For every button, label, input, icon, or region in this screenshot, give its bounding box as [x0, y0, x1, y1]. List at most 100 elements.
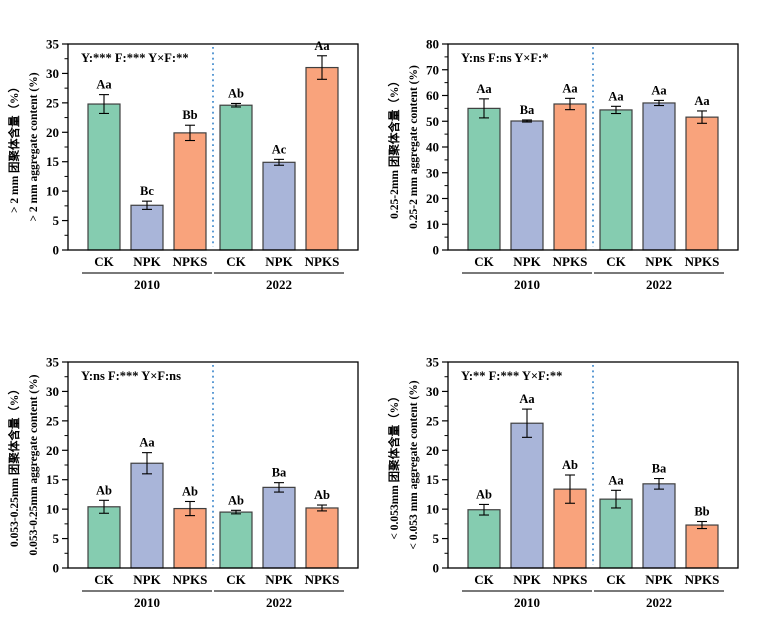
x-category-label: NPKS: [305, 254, 340, 269]
x-category-label: NPK: [645, 254, 673, 269]
bar-NPK-2022: [262, 486, 296, 569]
x-category-label: NPK: [645, 572, 673, 587]
x-category-label: NPKS: [305, 572, 340, 587]
y-axis-label-zh: 0.25-2mm 团聚体含量（%）: [387, 75, 401, 219]
bar-NPK-2022: [642, 483, 676, 569]
anova-annotation: Y:ns F:*** Y×F:ns: [81, 369, 181, 383]
significance-letter: Aa: [651, 83, 667, 97]
bar-NPK-2010: [130, 462, 164, 569]
y-axis-label-en: > 2 mm aggregate content (%): [28, 72, 40, 221]
bar-NPKS-2010: [173, 132, 207, 251]
panel-gt2mm-plot: 0 5 10 15 20 25 30 35 Aa CK Bc NPK Bb NPKS 2010 Ab CK Ac N…: [7, 37, 359, 292]
bar-NPK-2010: [510, 120, 544, 251]
bar-NPKS-2010: [553, 103, 587, 251]
group-year-label: 2010: [134, 595, 160, 610]
plot-frame: [447, 361, 739, 569]
y-tick-label: 25: [426, 413, 440, 428]
bar-NPKS-2022: [685, 116, 719, 251]
x-category-label: NPKS: [553, 572, 588, 587]
significance-letter: Aa: [694, 94, 710, 108]
bar-NPKS-2022: [305, 507, 339, 569]
x-category-label: CK: [94, 572, 114, 587]
y-axis-label-zh: < 0.053mm 团聚体含量（%）: [387, 390, 401, 539]
significance-letter: Aa: [139, 436, 155, 450]
x-category-label: NPKS: [685, 254, 720, 269]
bar-CK-2022: [219, 511, 253, 569]
significance-letter: Ab: [228, 493, 244, 507]
y-tick-label: 25: [46, 413, 60, 428]
bar-CK-2010: [87, 506, 121, 569]
y-tick-label: 40: [426, 140, 439, 155]
bar-CK-2010: [87, 103, 121, 251]
group-year-label: 2010: [514, 595, 540, 610]
x-category-label: NPKS: [553, 254, 588, 269]
y-tick-label: 20: [46, 443, 59, 458]
significance-letter: Aa: [519, 392, 535, 406]
y-tick-label: 0: [53, 243, 60, 258]
x-category-label: NPK: [133, 254, 161, 269]
y-tick-label: 5: [53, 531, 60, 546]
x-category-label: NPK: [265, 254, 293, 269]
significance-letter: Ba: [520, 103, 535, 117]
y-tick-label: 35: [46, 355, 60, 370]
x-category-label: CK: [474, 254, 494, 269]
y-tick-label: 10: [46, 184, 59, 199]
x-category-label: NPK: [513, 254, 541, 269]
significance-letter: Ba: [272, 466, 287, 480]
bar-NPK-2022: [642, 102, 676, 251]
x-category-label: CK: [94, 254, 114, 269]
significance-letter: Aa: [476, 82, 492, 96]
bar-NPKS-2010: [173, 507, 207, 569]
significance-letter: Ab: [476, 487, 492, 501]
significance-letter: Ab: [228, 86, 244, 100]
bar-NPK-2010: [510, 422, 544, 569]
y-tick-label: 10: [426, 502, 439, 517]
y-tick-label: 35: [426, 355, 440, 370]
y-tick-label: 15: [426, 472, 440, 487]
y-tick-label: 30: [46, 384, 59, 399]
y-tick-label: 20: [426, 191, 439, 206]
y-tick-label: 0: [433, 243, 440, 258]
x-category-label: CK: [606, 254, 626, 269]
y-axis-label-en: < 0.053 mm aggregate content (%): [408, 380, 420, 549]
y-tick-label: 30: [426, 165, 439, 180]
x-category-label: NPKS: [173, 572, 208, 587]
y-axis-label-en: 0.053-0.25mm aggregate content (%): [28, 374, 40, 555]
group-year-label: 2022: [646, 595, 672, 610]
panel-lt0053mm: 0 5 10 15 20 25 30 35 Ab CK Aa NPK Ab NPKS 2010 Aa CK Ba N…: [380, 318, 760, 636]
bar-CK-2022: [599, 498, 633, 569]
x-category-label: NPK: [265, 572, 293, 587]
significance-letter: Bb: [694, 505, 709, 519]
y-tick-label: 50: [426, 114, 439, 129]
y-tick-label: 0: [433, 561, 440, 576]
y-tick-label: 20: [46, 125, 59, 140]
significance-letter: Ab: [562, 458, 578, 472]
plot-frame: [67, 43, 359, 251]
y-tick-label: 80: [426, 37, 439, 52]
bar-NPKS-2022: [685, 524, 719, 569]
y-tick-label: 0: [53, 561, 60, 576]
significance-letter: Ab: [314, 488, 330, 502]
bar-NPKS-2022: [305, 66, 339, 251]
y-tick-label: 60: [426, 88, 439, 103]
panel-0053-025mm: 0 5 10 15 20 25 30 35 Ab CK Aa NPK Ab NPKS 2010 Ab CK Ba N…: [0, 318, 380, 636]
significance-letter: Aa: [608, 89, 624, 103]
significance-letter: Bc: [140, 184, 154, 198]
significance-letter: Bb: [182, 108, 197, 122]
significance-letter: Ac: [272, 142, 287, 156]
significance-letter: Aa: [96, 78, 112, 92]
x-category-label: CK: [226, 254, 246, 269]
x-category-label: NPKS: [173, 254, 208, 269]
group-year-label: 2010: [134, 277, 160, 292]
bar-CK-2010: [467, 107, 501, 251]
bar-CK-2022: [219, 104, 253, 251]
y-axis-label-zh: > 2 mm 团聚体含量（%）: [7, 81, 21, 213]
panel-025-2mm-plot: 0 10 20 30 40 50 60 70 80 Aa CK Ba NPK Aa NPKS 2010 Aa CK…: [387, 37, 739, 292]
x-category-label: NPK: [513, 572, 541, 587]
y-tick-label: 10: [426, 217, 439, 232]
y-tick-label: 15: [46, 472, 60, 487]
significance-letter: Ab: [96, 483, 112, 497]
y-tick-label: 25: [46, 95, 60, 110]
anova-annotation: Y:** F:*** Y×F:**: [461, 369, 562, 383]
